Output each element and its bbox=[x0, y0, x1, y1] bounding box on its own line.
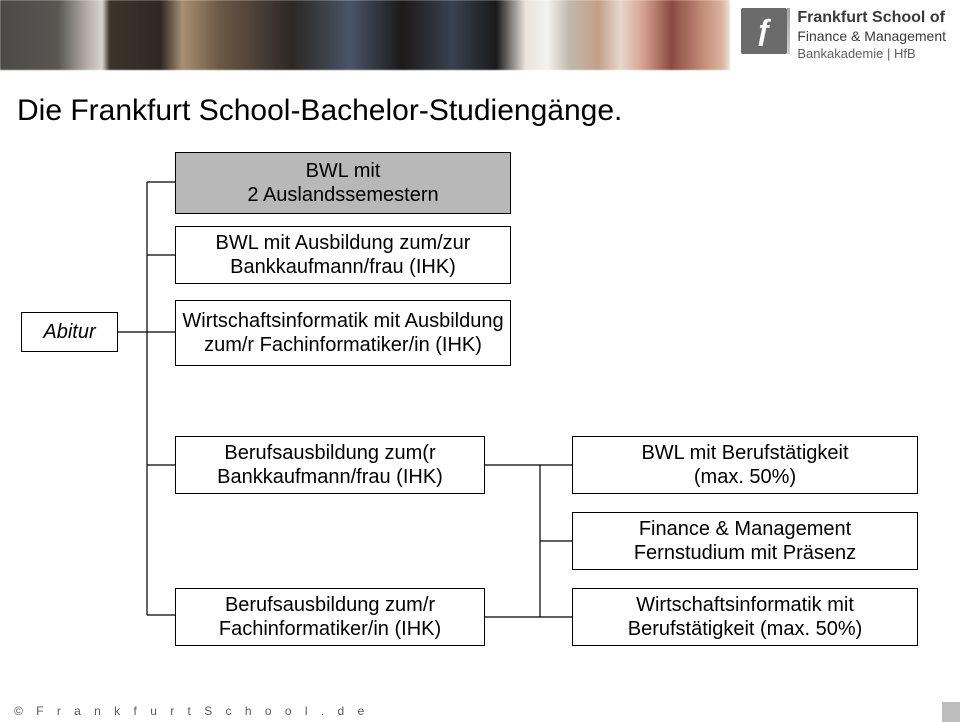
node-winfo-fach: Wirtschaftsinformatik mit Ausbildung zum… bbox=[175, 300, 511, 366]
node-winfo-beruf-l1: Wirtschaftsinformatik mit bbox=[636, 593, 854, 617]
header-photo-strip bbox=[0, 0, 730, 70]
node-beruf-bank-l1: Berufsausbildung zum(r bbox=[224, 441, 435, 465]
node-abitur: Abitur bbox=[21, 312, 118, 352]
node-bwl-beruf: BWL mit Berufstätigkeit (max. 50%) bbox=[572, 436, 918, 494]
header-banner: ƒ Frankfurt School of Finance & Manageme… bbox=[0, 0, 960, 70]
brand-text: Frankfurt School of Finance & Management… bbox=[797, 8, 946, 62]
node-beruf-bank-l2: Bankkaufmann/frau (IHK) bbox=[217, 465, 443, 489]
node-bwl-bank: BWL mit Ausbildung zum/zur Bankkaufmann/… bbox=[175, 226, 511, 284]
node-abitur-l1: Abitur bbox=[43, 320, 95, 344]
node-beruf-fach: Berufsausbildung zum/r Fachinformatiker/… bbox=[175, 588, 485, 646]
node-bwl-ausland-l1: BWL mit bbox=[306, 159, 381, 183]
node-beruf-fach-l1: Berufsausbildung zum/r bbox=[225, 593, 435, 617]
node-winfo-beruf-l2: Berufstätigkeit (max. 50%) bbox=[628, 617, 863, 641]
node-beruf-fach-l2: Fachinformatiker/in (IHK) bbox=[219, 617, 441, 641]
brand-line1: Frankfurt School of bbox=[797, 8, 946, 28]
node-winfo-fach-l2: zum/r Fachinformatiker/in (IHK) bbox=[204, 333, 482, 357]
node-winfo-beruf: Wirtschaftsinformatik mit Berufstätigkei… bbox=[572, 588, 918, 646]
brand-line3: Bankakademie | HfB bbox=[797, 46, 946, 62]
node-fm-fern-l2: Fernstudium mit Präsenz bbox=[634, 541, 856, 565]
node-winfo-fach-l1: Wirtschaftsinformatik mit Ausbildung bbox=[182, 309, 503, 333]
node-bwl-bank-l1: BWL mit Ausbildung zum/zur bbox=[216, 231, 471, 255]
node-bwl-beruf-l1: BWL mit Berufstätigkeit bbox=[641, 441, 848, 465]
page-corner-marker bbox=[942, 702, 960, 722]
node-fm-fern-l1: Finance & Management bbox=[639, 517, 851, 541]
node-beruf-bank: Berufsausbildung zum(r Bankkaufmann/frau… bbox=[175, 436, 485, 494]
brand-line2: Finance & Management bbox=[797, 28, 946, 46]
node-bwl-bank-l2: Bankkaufmann/frau (IHK) bbox=[230, 255, 456, 279]
node-bwl-ausland-l2: 2 Auslandssemestern bbox=[247, 183, 438, 207]
node-fm-fern: Finance & Management Fernstudium mit Prä… bbox=[572, 512, 918, 570]
node-bwl-beruf-l2: (max. 50%) bbox=[694, 465, 796, 489]
brand-mark-icon: ƒ bbox=[741, 8, 787, 54]
footer-copyright: © F r a n k f u r t S c h o o l . d e bbox=[14, 704, 369, 718]
brand-logo: ƒ Frankfurt School of Finance & Manageme… bbox=[741, 8, 946, 62]
page-title: Die Frankfurt School-Bachelor-Studiengän… bbox=[17, 94, 622, 128]
node-bwl-ausland: BWL mit 2 Auslandssemestern bbox=[175, 152, 511, 214]
